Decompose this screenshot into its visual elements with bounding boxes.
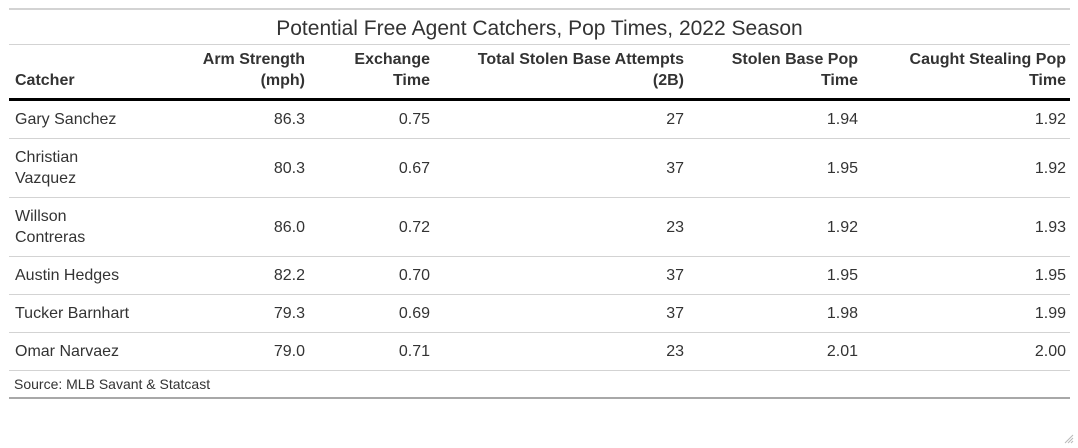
table-row: Tucker Barnhart 79.3 0.69 37 1.98 1.99 [9, 294, 1070, 333]
column-header-line1: Caught Stealing Pop [909, 51, 1066, 68]
cell-arm-strength: 79.0 [149, 332, 309, 371]
cell-cs-pop-time: 1.99 [862, 294, 1070, 333]
cell-arm-strength: 80.3 [149, 138, 309, 198]
cell-arm-strength: 86.0 [149, 197, 309, 257]
cell-sb-pop-time: 1.94 [688, 99, 862, 139]
cell-catcher: Tucker Barnhart [9, 294, 149, 333]
cell-sb-attempts: 37 [434, 256, 688, 295]
cell-catcher: Christian Vazquez [9, 138, 149, 198]
resize-grip-icon[interactable] [1064, 434, 1074, 444]
cell-cs-pop-time: 2.00 [862, 332, 1070, 371]
catchers-table: Catcher Arm Strength (mph) Exchange Time… [9, 45, 1070, 371]
cell-sb-attempts: 27 [434, 99, 688, 139]
cell-cs-pop-time: 1.92 [862, 138, 1070, 198]
top-rule [9, 8, 1070, 10]
cell-exchange-time: 0.75 [309, 99, 434, 139]
cell-catcher: Willson Contreras [9, 197, 149, 257]
cell-arm-strength: 86.3 [149, 99, 309, 139]
cell-sb-attempts: 37 [434, 294, 688, 333]
column-header-line2: (mph) [260, 72, 305, 89]
cell-arm-strength: 79.3 [149, 294, 309, 333]
column-header-arm-strength: Arm Strength (mph) [149, 45, 309, 101]
cell-catcher: Omar Narvaez [9, 332, 149, 371]
cell-sb-pop-time: 2.01 [688, 332, 862, 371]
cell-sb-pop-time: 1.95 [688, 256, 862, 295]
header-row: Catcher Arm Strength (mph) Exchange Time… [9, 45, 1070, 101]
source-note: Source: MLB Savant & Statcast [9, 371, 1070, 399]
column-header-catcher: Catcher [9, 45, 149, 101]
column-header-line1: Stolen Base Pop [731, 51, 858, 68]
cell-catcher: Gary Sanchez [9, 99, 149, 139]
catcher-first-name: Willson [15, 208, 67, 225]
cell-sb-pop-time: 1.92 [688, 197, 862, 257]
catcher-last-name: Vazquez [15, 170, 77, 187]
cell-sb-attempts: 37 [434, 138, 688, 198]
column-header-line2: Time [392, 72, 430, 89]
cell-exchange-time: 0.71 [309, 332, 434, 371]
cell-exchange-time: 0.70 [309, 256, 434, 295]
cell-cs-pop-time: 1.92 [862, 99, 1070, 139]
table-row: Willson Contreras 86.0 0.72 23 1.92 1.93 [9, 197, 1070, 257]
cell-exchange-time: 0.72 [309, 197, 434, 257]
column-header-line1: Arm Strength [202, 51, 305, 68]
column-header-sb-attempts: Total Stolen Base Attempts (2B) [434, 45, 688, 101]
column-header-line2: Catcher [15, 72, 75, 89]
table-body: Gary Sanchez 86.3 0.75 27 1.94 1.92 Chri… [9, 99, 1070, 371]
table-row: Austin Hedges 82.2 0.70 37 1.95 1.95 [9, 256, 1070, 295]
column-header-cs-pop-time: Caught Stealing Pop Time [862, 45, 1070, 101]
cell-cs-pop-time: 1.95 [862, 256, 1070, 295]
cell-exchange-time: 0.67 [309, 138, 434, 198]
cell-exchange-time: 0.69 [309, 294, 434, 333]
cell-sb-attempts: 23 [434, 197, 688, 257]
cell-cs-pop-time: 1.93 [862, 197, 1070, 257]
table-header: Catcher Arm Strength (mph) Exchange Time… [9, 45, 1070, 101]
table-row: Christian Vazquez 80.3 0.67 37 1.95 1.92 [9, 138, 1070, 198]
column-header-line1: Exchange [354, 51, 430, 68]
column-header-exchange-time: Exchange Time [309, 45, 434, 101]
column-header-line2: (2B) [652, 72, 684, 89]
cell-catcher: Austin Hedges [9, 256, 149, 295]
column-header-sb-pop-time: Stolen Base Pop Time [688, 45, 862, 101]
cell-sb-pop-time: 1.95 [688, 138, 862, 198]
table-row: Gary Sanchez 86.3 0.75 27 1.94 1.92 [9, 99, 1070, 139]
data-table-container: Potential Free Agent Catchers, Pop Times… [9, 8, 1070, 399]
column-header-line1: Total Stolen Base Attempts [477, 51, 684, 68]
catcher-last-name: Contreras [15, 229, 86, 246]
catcher-first-name: Christian [15, 149, 79, 166]
cell-sb-pop-time: 1.98 [688, 294, 862, 333]
column-header-line2: Time [820, 72, 858, 89]
table-row: Omar Narvaez 79.0 0.71 23 2.01 2.00 [9, 332, 1070, 371]
cell-arm-strength: 82.2 [149, 256, 309, 295]
column-header-line2: Time [1028, 72, 1066, 89]
cell-sb-attempts: 23 [434, 332, 688, 371]
table-title: Potential Free Agent Catchers, Pop Times… [9, 10, 1070, 45]
